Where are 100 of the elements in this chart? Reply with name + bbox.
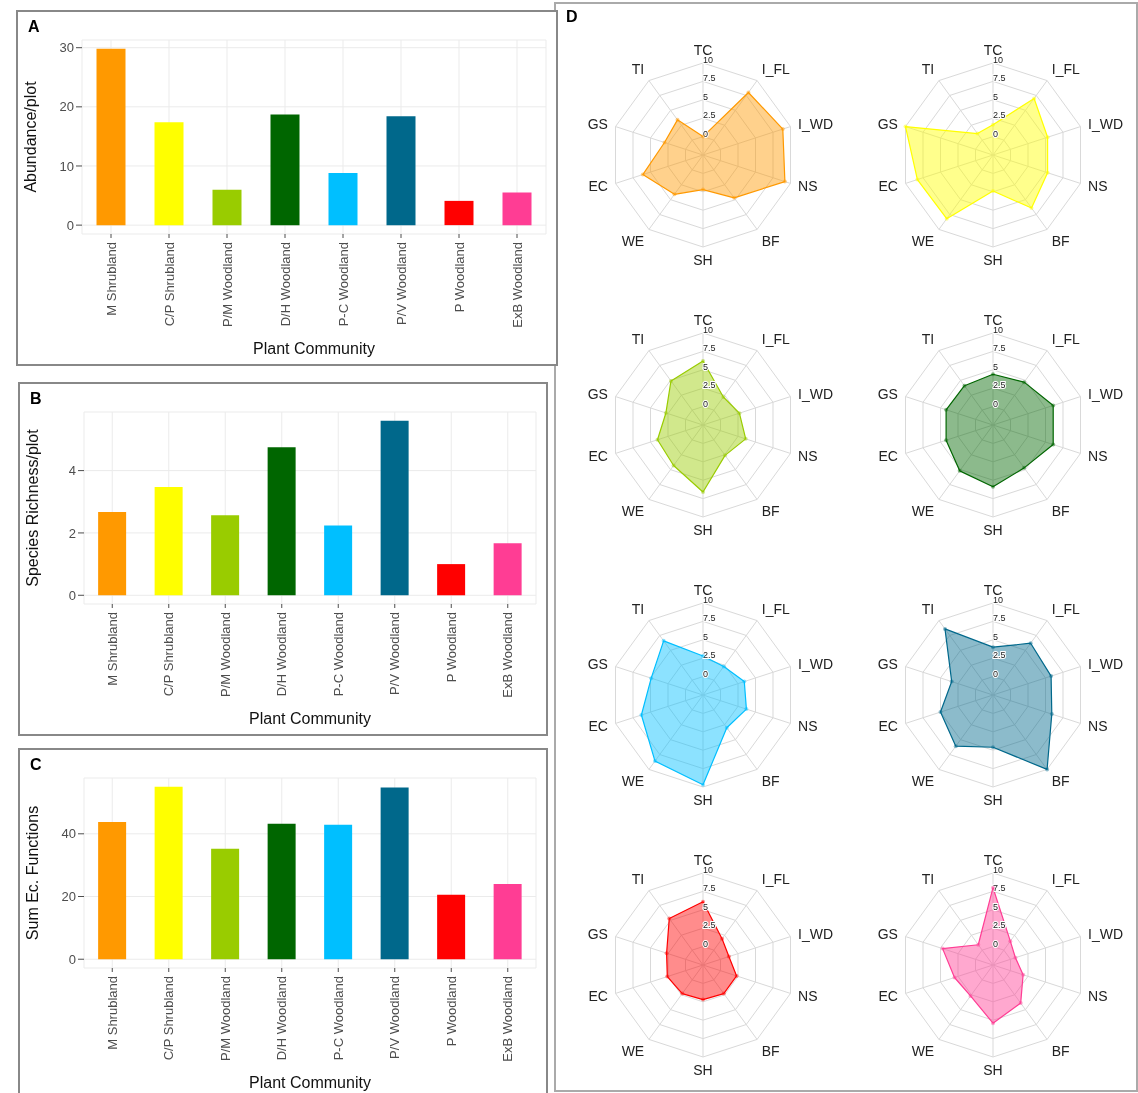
spoke-label: I_FL [761,61,791,78]
spoke-label: TC [693,852,713,868]
y-tick-label: 20 [59,99,74,115]
y-tick-label: 0 [68,951,76,967]
spoke-label: TC [983,42,1003,58]
y-tick-label: 30 [59,40,74,56]
y-tick-label: 4 [68,463,76,479]
spoke-label: EC [878,717,898,734]
bar [96,48,126,226]
spoke-label: EC [878,177,898,194]
x-tick-label: D/H Woodland [277,242,293,327]
y-tick-label: 2.5 [993,110,1006,121]
spoke-label: WE [911,502,935,519]
bar [154,122,184,226]
x-tick-label: P-C Woodland [330,976,346,1061]
spoke-label: TI [921,871,935,888]
y-axis-title: Species Richness/plot [23,428,41,587]
spoke-label: I_WD [1088,386,1124,403]
y-tick-label: 5 [703,91,709,102]
y-tick-label: 0 [993,398,999,409]
spoke-label: WE [911,232,935,249]
y-tick-label: 7.5 [993,343,1006,354]
y-tick-label: 2.5 [993,650,1006,661]
spoke-label: EC [588,177,608,194]
spoke-label: GS [877,386,898,403]
spoke-label: BF [1051,232,1070,249]
bar [211,515,240,596]
y-tick-label: 2.5 [703,380,716,391]
spoke-label: EC [588,987,608,1004]
x-axis-title: Plant Community [249,1074,371,1091]
y-tick-label: 5 [993,631,999,642]
bar [211,848,240,960]
spoke-label: TI [631,871,645,888]
y-tick-label: 2.5 [993,380,1006,391]
y-tick-label: 2.5 [993,920,1006,931]
bar [328,173,358,226]
spoke-label: NS [798,447,818,464]
spoke-label: WE [911,772,935,789]
bar [380,420,409,596]
spoke-label: I_FL [1051,331,1081,348]
y-tick-label: 5 [993,901,999,912]
spoke-label: EC [878,987,898,1004]
y-tick-label: 10 [993,595,1004,605]
x-tick-label: P Woodland [443,976,459,1047]
spoke-label: GS [587,386,608,403]
x-tick-label: P/M Woodland [217,976,233,1062]
y-axis-title: Abundance/plot [21,80,39,193]
bar [324,824,353,960]
y-tick-label: 5 [703,361,709,372]
spoke-label: SH [693,521,713,538]
y-tick-label: 10 [703,865,714,875]
y-tick-label: 0 [703,128,709,139]
x-tick-label: P/M Woodland [219,242,235,328]
y-tick-label: 7.5 [993,883,1006,894]
spoke-label: TC [983,852,1003,868]
spoke-label: BF [1051,1042,1070,1059]
spoke-label: TC [693,582,713,598]
y-tick-label: 5 [993,91,999,102]
x-tick-label: P-C Woodland [335,242,351,327]
y-tick-label: 7.5 [703,883,716,894]
chart-title: A [28,18,40,36]
chart-title: D [566,8,578,26]
x-tick-label: D/H Woodland [274,612,290,697]
bar [270,114,300,226]
x-tick-label: C/P Shrubland [161,242,177,327]
x-tick-label: P/V Woodland [393,242,409,325]
y-tick-label: 0 [993,938,999,949]
chart-title: C [30,756,42,774]
spoke-label: TI [921,601,935,618]
spoke-label: SH [983,1061,1003,1078]
spoke-label: BF [1051,502,1070,519]
x-tick-label: P Woodland [451,242,467,313]
y-tick-label: 0 [703,938,709,949]
y-tick-label: 7.5 [703,73,716,84]
spoke-label: BF [761,1042,780,1059]
y-tick-label: 0 [703,398,709,409]
bar [380,787,409,960]
spoke-label: WE [911,1042,935,1059]
y-tick-label: 10 [703,325,714,335]
y-tick-label: 10 [703,55,714,65]
x-axis-title: Plant Community [253,340,375,357]
spoke-label: WE [621,1042,645,1059]
spoke-label: EC [878,447,898,464]
bar [493,543,522,596]
spoke-label: BF [761,502,780,519]
spoke-label: GS [587,926,608,943]
x-tick-label: P/M Woodland [217,612,233,698]
y-tick-label: 0 [68,587,76,603]
y-tick-label: 2 [68,525,76,541]
y-tick-label: 5 [993,361,999,372]
spoke-label: NS [1088,987,1108,1004]
bar [502,192,532,226]
y-axis-title: Sum Ec. Functions [23,805,41,941]
bar [98,512,127,596]
spoke-label: WE [621,232,645,249]
spoke-label: I_WD [1088,116,1124,133]
y-tick-label: 10 [993,325,1004,335]
spoke-label: GS [877,926,898,943]
spoke-label: I_WD [798,926,834,943]
spoke-label: SH [693,1061,713,1078]
